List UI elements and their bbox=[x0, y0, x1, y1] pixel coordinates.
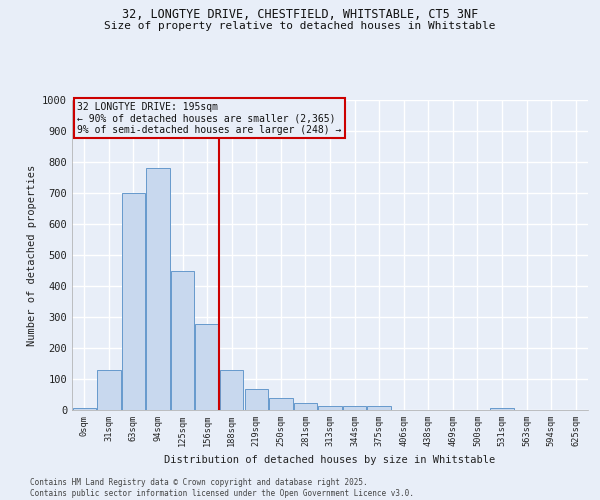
Bar bbox=[171, 270, 194, 410]
Bar bbox=[343, 406, 366, 410]
Bar bbox=[245, 389, 268, 410]
Bar bbox=[367, 406, 391, 410]
Bar bbox=[122, 193, 145, 410]
Bar bbox=[269, 398, 293, 410]
Bar bbox=[319, 406, 341, 410]
Text: 32 LONGTYE DRIVE: 195sqm
← 90% of detached houses are smaller (2,365)
9% of semi: 32 LONGTYE DRIVE: 195sqm ← 90% of detach… bbox=[77, 102, 341, 134]
Y-axis label: Number of detached properties: Number of detached properties bbox=[26, 164, 37, 346]
Bar bbox=[220, 370, 244, 410]
Bar bbox=[73, 408, 96, 410]
Bar bbox=[490, 408, 514, 410]
X-axis label: Distribution of detached houses by size in Whitstable: Distribution of detached houses by size … bbox=[164, 454, 496, 464]
Text: Size of property relative to detached houses in Whitstable: Size of property relative to detached ho… bbox=[104, 21, 496, 31]
Text: 32, LONGTYE DRIVE, CHESTFIELD, WHITSTABLE, CT5 3NF: 32, LONGTYE DRIVE, CHESTFIELD, WHITSTABL… bbox=[122, 8, 478, 20]
Text: Contains HM Land Registry data © Crown copyright and database right 2025.
Contai: Contains HM Land Registry data © Crown c… bbox=[30, 478, 414, 498]
Bar bbox=[196, 324, 219, 410]
Bar bbox=[146, 168, 170, 410]
Bar bbox=[97, 370, 121, 410]
Bar bbox=[294, 403, 317, 410]
